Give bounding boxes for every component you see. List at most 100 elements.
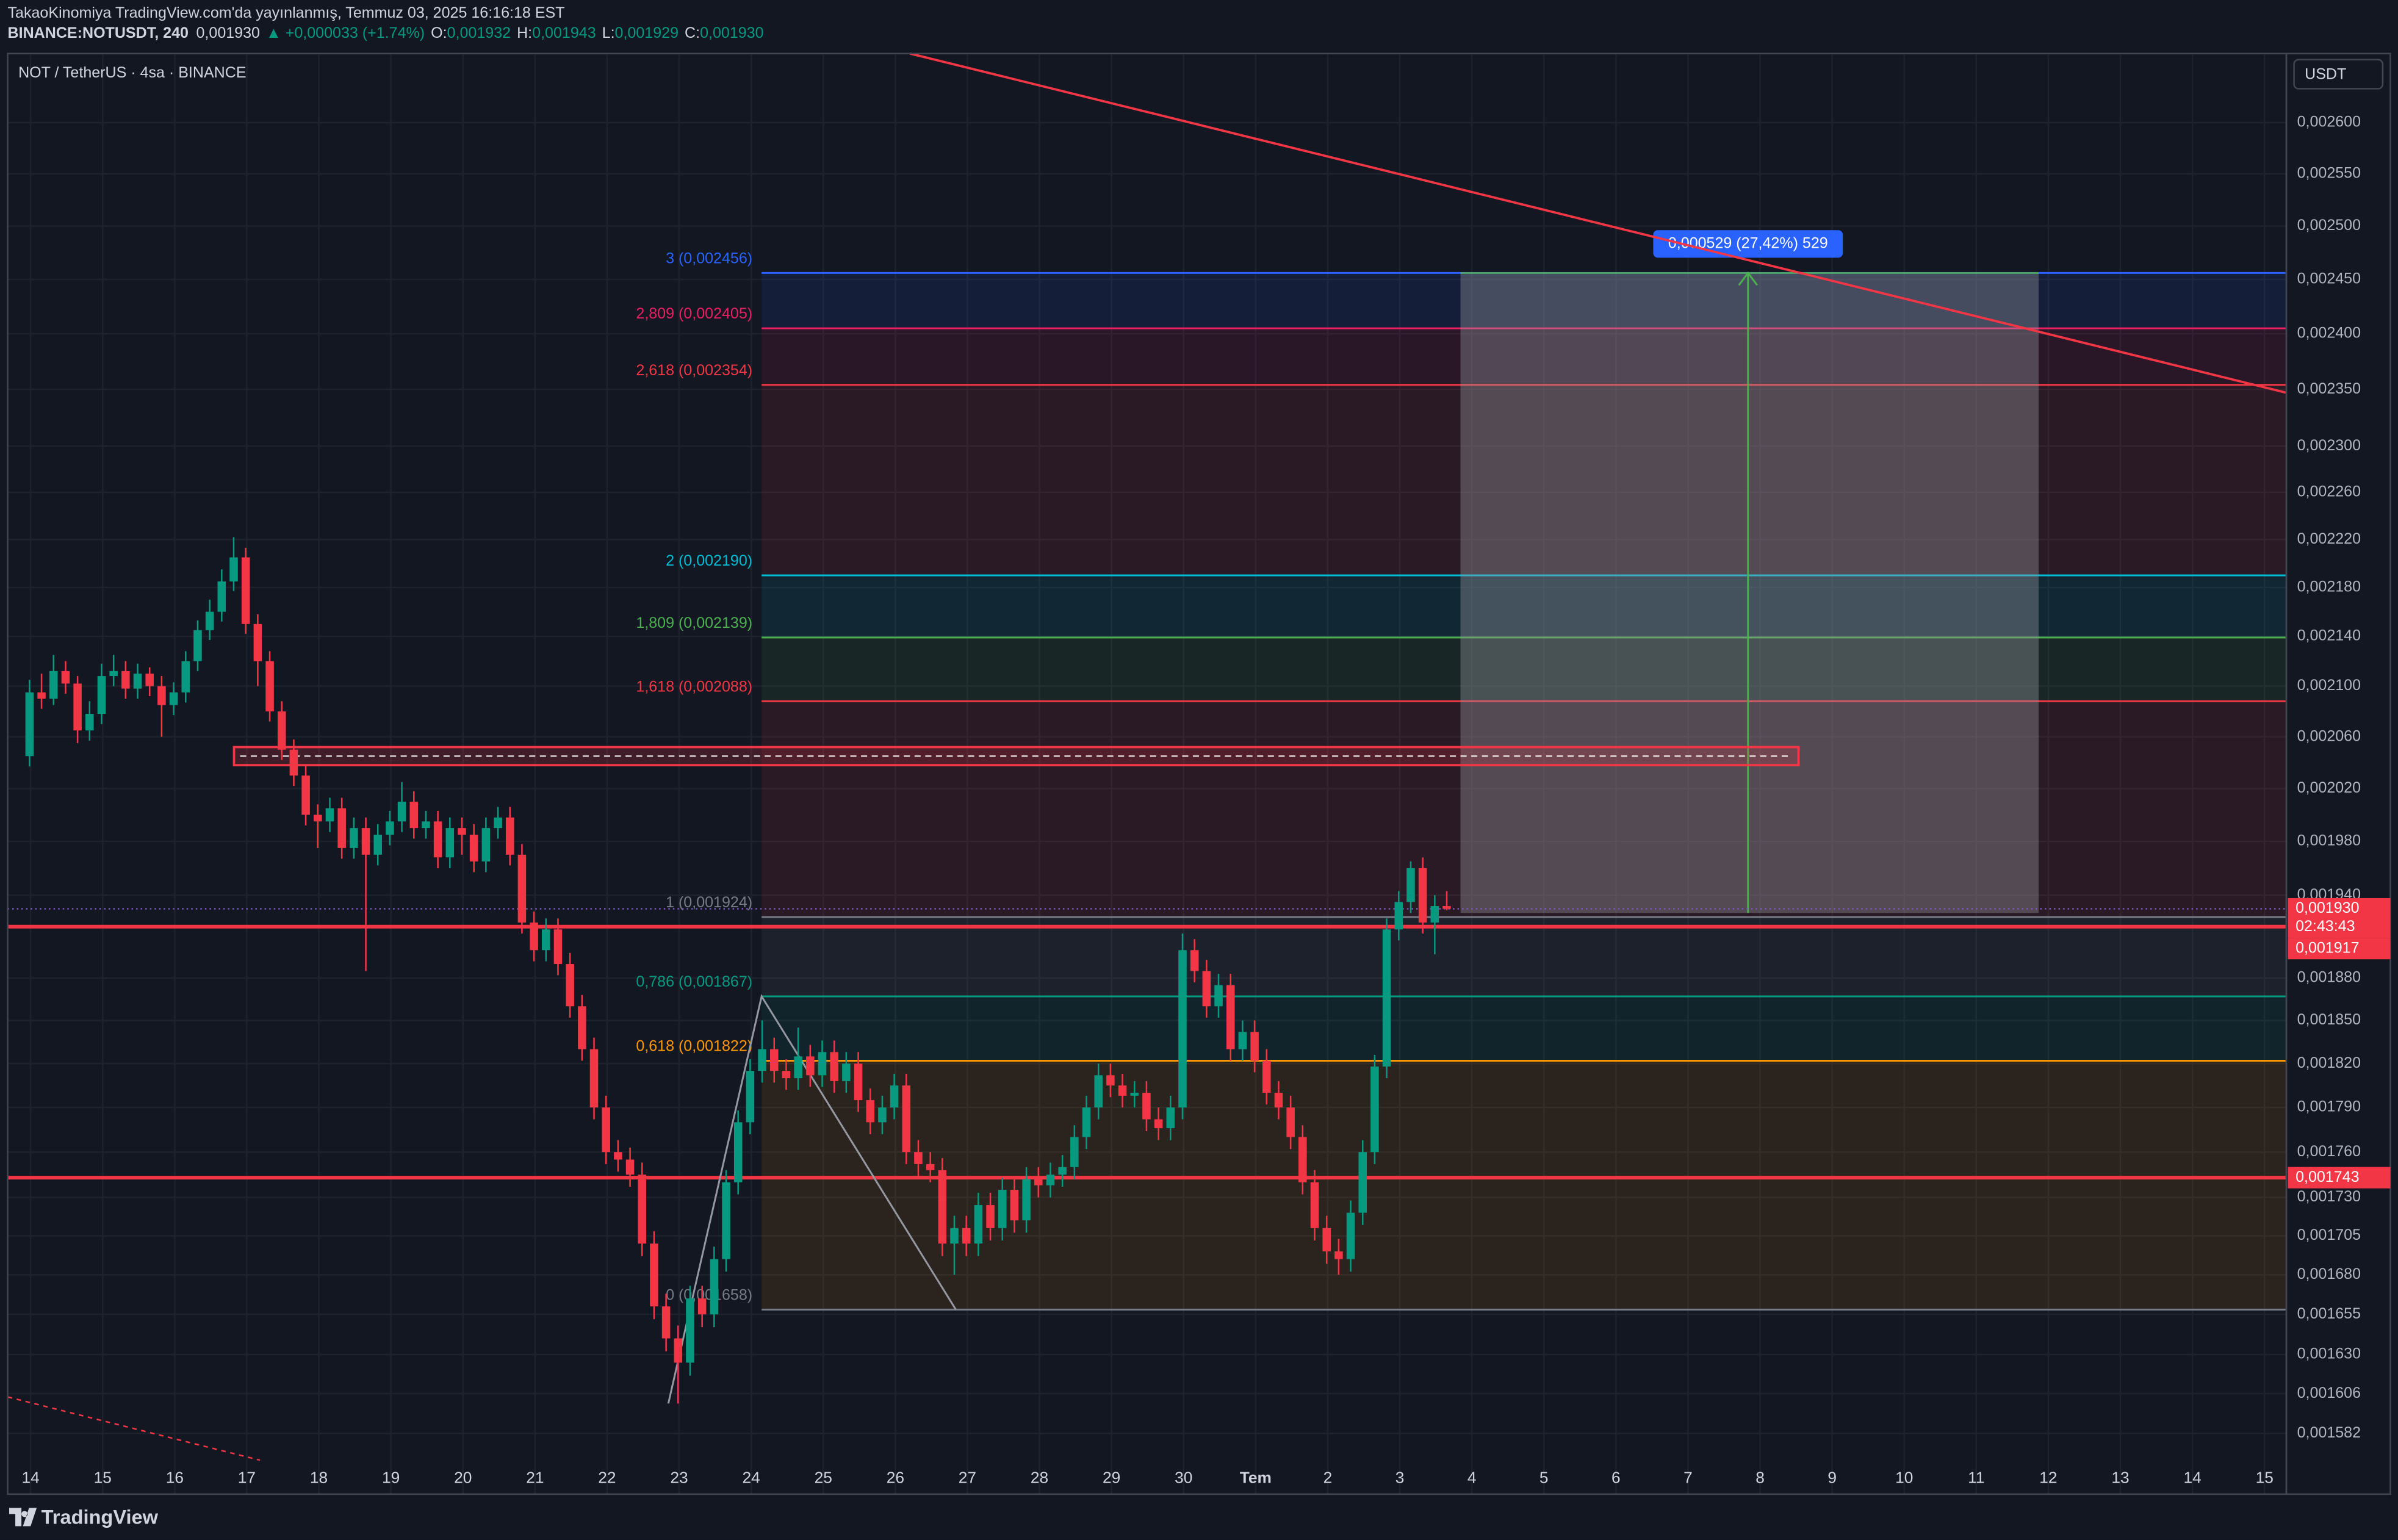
candle-body bbox=[1334, 1251, 1343, 1259]
candle-body bbox=[697, 1298, 707, 1315]
candle-body bbox=[926, 1164, 935, 1170]
ohlc-key: H: bbox=[517, 24, 532, 41]
trend-line bbox=[909, 52, 2287, 394]
candle-body bbox=[121, 671, 130, 689]
candle-body bbox=[1166, 1107, 1175, 1129]
fib-label: 0,786 (0,001867) bbox=[636, 973, 752, 990]
candle-body bbox=[818, 1052, 827, 1076]
price-tag-label: 0,001930 bbox=[2295, 899, 2359, 916]
price-tag bbox=[2288, 938, 2391, 960]
candle-body bbox=[1190, 950, 1199, 971]
candle-body bbox=[902, 1085, 911, 1153]
candle-body bbox=[1106, 1075, 1115, 1086]
candle-body bbox=[1298, 1137, 1307, 1182]
x-tick-label: 17 bbox=[238, 1469, 256, 1487]
legend: NOT / TetherUS · 4sa · BINANCE bbox=[18, 64, 247, 81]
candle-body bbox=[1358, 1152, 1367, 1213]
x-tick-label: 4 bbox=[1467, 1469, 1477, 1487]
candle-body bbox=[73, 683, 82, 731]
y-tick-label: 0,002500 bbox=[2297, 217, 2361, 234]
candle-body bbox=[217, 581, 226, 612]
candle-body bbox=[1406, 868, 1415, 902]
candle-body bbox=[1346, 1212, 1355, 1259]
fib-label: 1,809 (0,002139) bbox=[636, 614, 752, 631]
x-tick-label: 9 bbox=[1827, 1469, 1837, 1487]
candle-body bbox=[422, 821, 430, 829]
candle-body bbox=[1250, 1032, 1259, 1061]
fib-zone bbox=[762, 916, 2287, 997]
y-tick-label: 0,002260 bbox=[2297, 483, 2361, 500]
price-tag-label: 0,001917 bbox=[2295, 939, 2359, 956]
x-tick-label: 15 bbox=[2256, 1469, 2274, 1487]
x-tick-label: 3 bbox=[1395, 1469, 1405, 1487]
fib-zone bbox=[762, 637, 2287, 702]
fib-zone bbox=[762, 1060, 2287, 1310]
countdown: 02:43:43 bbox=[2295, 918, 2355, 935]
fib-zone bbox=[762, 701, 2287, 917]
candle-body bbox=[181, 661, 190, 693]
candle-body bbox=[1430, 906, 1439, 923]
y-tick-label: 0,002300 bbox=[2297, 437, 2361, 454]
candle-body bbox=[133, 673, 142, 689]
candle-body bbox=[373, 835, 382, 855]
candle-body bbox=[638, 1175, 647, 1244]
ohlc-value: 0,001943 bbox=[532, 24, 596, 41]
candle-body bbox=[265, 661, 274, 711]
x-tick-label: 7 bbox=[1683, 1469, 1693, 1487]
candle-body bbox=[1154, 1119, 1163, 1129]
candle-body bbox=[361, 828, 370, 855]
candle-body bbox=[1130, 1093, 1139, 1096]
y-tick-label: 0,001790 bbox=[2297, 1098, 2361, 1115]
candle-body bbox=[602, 1107, 610, 1153]
brand: TradingView bbox=[41, 1506, 159, 1528]
author-line: TakaoKinomiya TradingView.com'da yayınla… bbox=[8, 4, 565, 21]
y-tick-label: 0,002140 bbox=[2297, 627, 2361, 644]
candle-body bbox=[505, 817, 514, 855]
candle-body bbox=[746, 1071, 755, 1123]
x-tick-label: 30 bbox=[1175, 1469, 1192, 1487]
x-tick-label: 29 bbox=[1103, 1469, 1120, 1487]
candle-body bbox=[25, 692, 34, 757]
candle-body bbox=[169, 692, 178, 705]
y-tick-label: 0,002060 bbox=[2297, 727, 2361, 744]
candle-body bbox=[674, 1338, 683, 1363]
price-tag-label: 0,001743 bbox=[2295, 1168, 2359, 1186]
candle-body bbox=[866, 1100, 874, 1123]
candle-body bbox=[854, 1063, 863, 1101]
candle-body bbox=[325, 808, 334, 822]
candle-body bbox=[109, 671, 118, 677]
candle-body bbox=[722, 1182, 730, 1259]
fib-label: 0 (0,001658) bbox=[666, 1286, 752, 1303]
y-tick-label: 0,002450 bbox=[2297, 270, 2361, 287]
y-tick-label: 0,001630 bbox=[2297, 1345, 2361, 1362]
candle-body bbox=[1070, 1137, 1079, 1167]
measure-box bbox=[1460, 273, 2039, 913]
x-tick-label: 13 bbox=[2111, 1469, 2129, 1487]
candle-body bbox=[1286, 1107, 1295, 1137]
y-tick-label: 0,001820 bbox=[2297, 1054, 2361, 1071]
candle-body bbox=[1442, 906, 1451, 909]
candle-body bbox=[289, 749, 298, 776]
x-tick-label: 6 bbox=[1611, 1469, 1621, 1487]
candle-body bbox=[350, 828, 358, 848]
candle-body bbox=[494, 817, 502, 829]
candle-body bbox=[97, 676, 106, 714]
candle-body bbox=[782, 1071, 791, 1079]
ohlc-value: 0,001932 bbox=[447, 24, 511, 41]
measure-label-box bbox=[1653, 230, 1843, 258]
fib-label: 2,809 (0,002405) bbox=[636, 305, 752, 322]
candle-body bbox=[1226, 985, 1235, 1049]
x-tick-label: 14 bbox=[2184, 1469, 2202, 1487]
trend-line-dashed bbox=[7, 1396, 261, 1461]
candle-body bbox=[85, 714, 94, 731]
x-tick-label: 15 bbox=[94, 1469, 112, 1487]
candle-body bbox=[458, 828, 466, 835]
candle-body bbox=[469, 835, 478, 862]
x-tick-label: 27 bbox=[959, 1469, 976, 1487]
candle-body bbox=[686, 1298, 694, 1363]
x-tick-label: 10 bbox=[1895, 1469, 1913, 1487]
fib-label: 2 (0,002190) bbox=[666, 552, 752, 569]
candle-body bbox=[1394, 902, 1403, 930]
